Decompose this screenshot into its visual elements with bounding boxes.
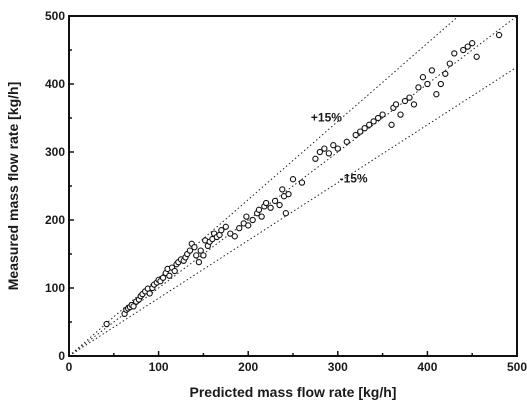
data-point xyxy=(258,213,265,220)
data-point xyxy=(245,222,252,229)
data-point xyxy=(191,244,198,251)
data-point xyxy=(415,84,422,91)
data-point xyxy=(166,272,173,279)
data-point xyxy=(276,201,283,209)
data-point xyxy=(312,155,319,162)
data-point xyxy=(321,145,328,152)
data-point xyxy=(392,101,400,108)
data-point xyxy=(193,252,200,259)
data-point xyxy=(406,94,413,101)
data-point xyxy=(289,176,297,183)
data-point xyxy=(330,142,337,149)
band-annotation: -15% xyxy=(340,172,368,186)
data-point xyxy=(357,128,364,135)
data-point xyxy=(343,138,350,145)
reference-line-1 xyxy=(68,15,459,357)
data-point xyxy=(424,80,431,88)
data-point xyxy=(200,252,207,259)
data-point xyxy=(325,150,332,157)
y-tick-label: 200 xyxy=(45,213,65,227)
x-tick-label: 300 xyxy=(328,360,348,374)
data-point xyxy=(316,148,324,156)
data-point xyxy=(464,43,471,50)
data-point xyxy=(146,290,153,297)
data-point xyxy=(495,31,503,39)
data-point xyxy=(262,199,270,207)
x-tick-label: 500 xyxy=(507,360,527,374)
data-point xyxy=(236,225,243,232)
data-point xyxy=(130,303,137,310)
data-point xyxy=(218,227,225,234)
annotations: +15% -15% xyxy=(311,110,368,185)
data-point xyxy=(103,320,110,328)
data-point xyxy=(397,111,404,118)
reference-lines xyxy=(68,15,518,357)
y-tick-label: 0 xyxy=(58,349,65,363)
y-tick-label: 100 xyxy=(45,281,65,295)
data-point xyxy=(433,91,440,98)
data-point xyxy=(437,80,444,88)
data-point xyxy=(446,60,453,67)
data-point xyxy=(419,74,427,81)
data-point xyxy=(460,46,467,54)
data-point xyxy=(428,67,436,74)
reference-line-2 xyxy=(68,66,518,357)
data-points xyxy=(103,31,503,328)
data-point xyxy=(388,121,395,128)
data-point xyxy=(370,118,377,125)
reference-line-0 xyxy=(68,15,518,357)
data-point xyxy=(451,50,458,57)
x-tick-label: 100 xyxy=(149,360,169,374)
data-point xyxy=(401,97,409,105)
y-tick-label: 500 xyxy=(45,9,65,23)
data-point xyxy=(334,145,341,152)
data-point xyxy=(473,53,480,60)
data-point xyxy=(197,247,204,254)
data-point xyxy=(410,101,418,108)
data-point xyxy=(249,216,256,224)
data-point xyxy=(366,121,373,128)
x-tick-label: 200 xyxy=(238,360,258,374)
data-point xyxy=(186,247,194,254)
y-tick-label: 400 xyxy=(45,77,65,91)
data-point xyxy=(243,213,250,220)
data-point xyxy=(361,125,368,132)
data-point xyxy=(231,233,238,240)
data-point xyxy=(285,191,292,198)
data-point xyxy=(352,131,359,139)
data-point xyxy=(255,206,263,213)
data-point xyxy=(159,274,167,281)
data-point xyxy=(282,210,289,217)
data-point xyxy=(374,114,382,122)
x-tick-label: 400 xyxy=(417,360,437,374)
x-tick-label: 0 xyxy=(66,360,73,374)
data-point xyxy=(298,179,306,186)
data-point xyxy=(279,186,286,193)
axis-ticks: 0 100 200 300 400 500 0 100 200 300 400 500 xyxy=(45,9,527,374)
data-point xyxy=(271,197,279,205)
data-point xyxy=(379,111,386,118)
band-annotation: +15% xyxy=(311,110,342,124)
data-point xyxy=(469,40,476,47)
data-point xyxy=(171,267,178,275)
y-tick-label: 300 xyxy=(45,145,65,159)
data-point xyxy=(227,230,234,237)
x-axis-title: Predicted mass flow rate [kg/h] xyxy=(190,384,397,400)
data-point xyxy=(442,70,449,77)
data-point xyxy=(267,204,274,211)
y-axis-title: Measured mass flow rate [kg/h] xyxy=(5,82,21,291)
data-point xyxy=(195,259,203,266)
data-point xyxy=(222,223,229,230)
